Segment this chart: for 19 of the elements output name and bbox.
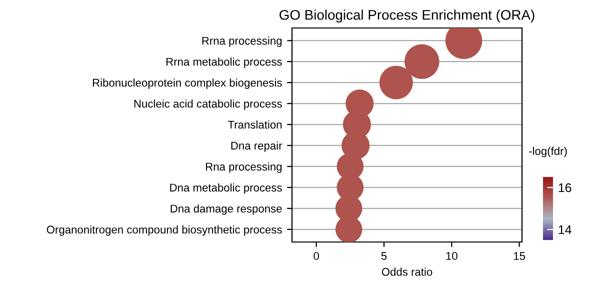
chart-title: GO Biological Process Enrichment (ORA)	[280, 10, 534, 23]
y-tick-label: Rrna metabolic process	[166, 58, 282, 68]
y-tick-label: Rrna processing	[202, 36, 282, 47]
x-axis-title: Odds ratio	[382, 268, 432, 276]
y-tick-label: Ribonucleoprotein complex biogenesis	[92, 78, 282, 89]
y-tick-label: Nucleic acid catabolic process	[134, 100, 282, 110]
color-bar-title: -log(fdr)	[529, 146, 567, 158]
color-bar-label: 14	[558, 225, 572, 234]
x-tick-label: 15	[514, 252, 526, 260]
x-tick-label: 10	[446, 252, 458, 260]
x-tick-label: 0	[314, 252, 320, 260]
y-tick-label: Rna processing	[206, 162, 282, 173]
color-bar-label: 16	[558, 183, 572, 192]
y-tick-label: Translation	[228, 120, 282, 129]
x-tick-label: 5	[381, 252, 387, 260]
y-tick-label: Organonitrogen compound biosynthetic process	[46, 225, 282, 236]
y-tick-label: Dna damage response	[170, 204, 282, 215]
y-tick-label: Dna metabolic process	[170, 183, 282, 194]
y-tick-label: Dna repair	[231, 141, 282, 152]
